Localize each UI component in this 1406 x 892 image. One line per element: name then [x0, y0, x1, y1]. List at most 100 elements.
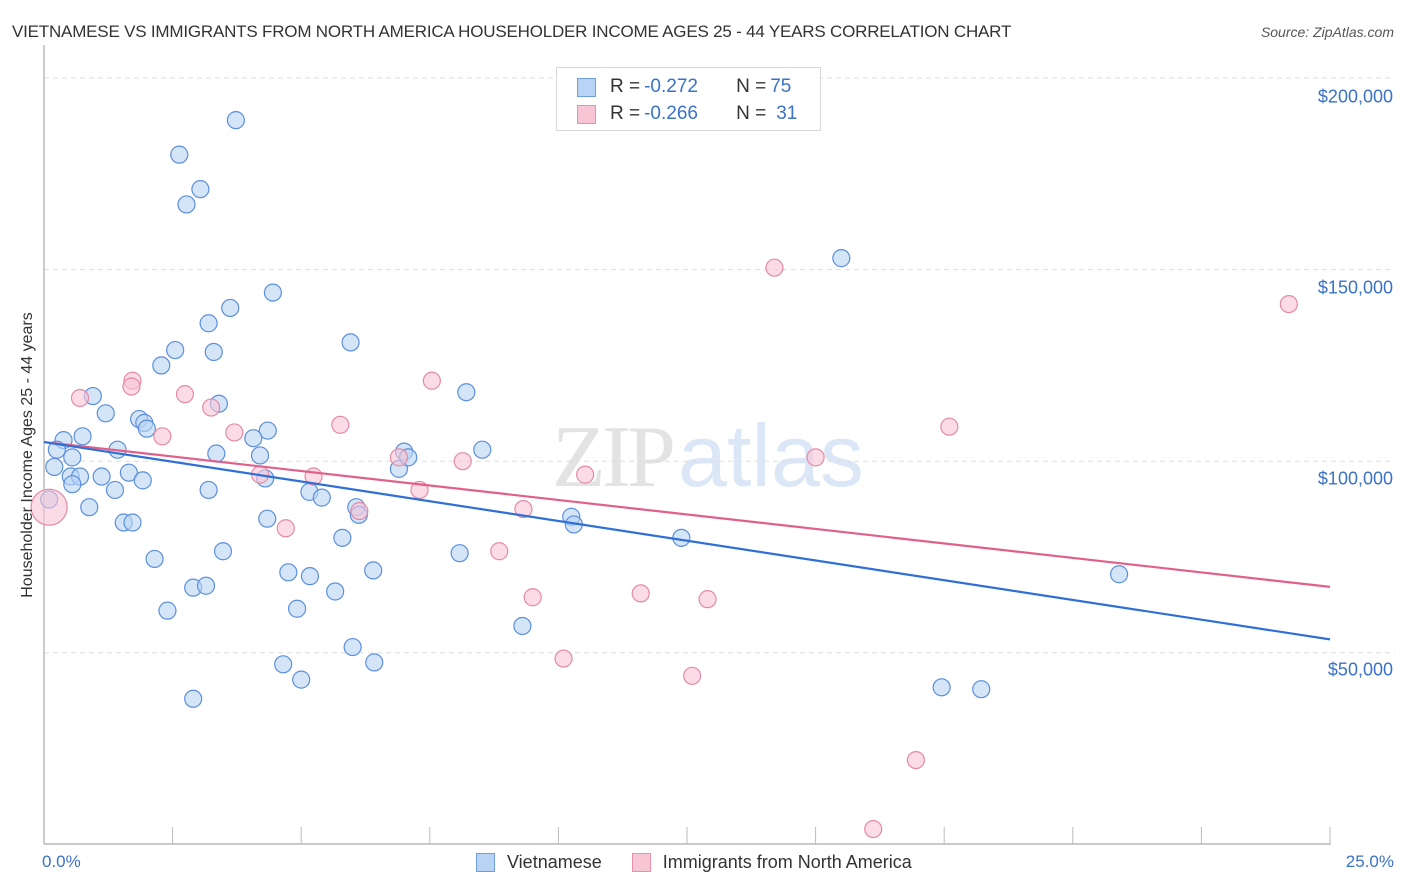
data-point [364, 561, 383, 580]
correlation-legend: R = -0.272 N = 75 R = -0.266 N = 31 [556, 67, 821, 131]
data-point [30, 488, 68, 526]
data-point [576, 465, 595, 484]
immigrants-swatch-icon [631, 853, 651, 872]
n-label: N = [736, 76, 767, 97]
data-point [177, 195, 196, 214]
source-label: Source: ZipAtlas.com [1260, 24, 1394, 40]
data-point [331, 415, 350, 434]
chart-title: VIETNAMESE VS IMMIGRANTS FROM NORTH AMER… [12, 22, 1012, 41]
series-legend: Vietnamese Immigrants from North America [476, 852, 942, 873]
data-point [453, 452, 472, 471]
data-point [365, 653, 384, 672]
data-point [1279, 294, 1298, 314]
x-tick-min: 0.0% [42, 852, 81, 871]
data-point [326, 582, 345, 601]
axes [43, 45, 1331, 845]
data-point [213, 542, 233, 561]
data-point [1109, 565, 1129, 584]
data-point [389, 448, 409, 467]
data-point [279, 563, 298, 582]
data-point [554, 649, 573, 668]
data-point [199, 314, 218, 333]
data-point [940, 417, 959, 436]
y-tick-200000: $200,000 [1317, 86, 1393, 107]
x-tick-max: 25.0% [1345, 852, 1394, 871]
data-point [202, 398, 221, 417]
data-point [698, 590, 717, 609]
series-immigrants-points [30, 258, 1298, 839]
data-point [765, 258, 784, 277]
data-point [631, 584, 650, 603]
data-point [158, 601, 177, 620]
data-point [300, 567, 320, 586]
r-label: R = [610, 103, 641, 124]
data-point [207, 444, 226, 463]
data-point [92, 467, 111, 486]
data-point [514, 500, 533, 519]
y-tick-150000: $150,000 [1317, 277, 1393, 298]
trend-line-immigrants [43, 440, 1331, 588]
data-point [292, 670, 311, 689]
data-point [258, 421, 277, 440]
data-point [274, 655, 293, 674]
trend-line-vietnamese [43, 440, 1331, 641]
n-value: 31 [776, 103, 798, 124]
data-point [73, 427, 92, 446]
r-label: R = [610, 76, 641, 97]
data-point [523, 588, 542, 607]
data-point [287, 599, 307, 618]
data-point [199, 480, 218, 500]
r-value: -0.272 [644, 76, 698, 97]
data-point [276, 519, 295, 538]
legend-row-vietnamese: R = -0.272 N = 75 [577, 76, 791, 98]
data-point [96, 404, 115, 423]
y-tick-50000: $50,000 [1327, 659, 1393, 680]
data-point [63, 475, 82, 494]
n-value: 75 [770, 76, 792, 97]
data-point [63, 448, 82, 467]
data-point [341, 333, 360, 352]
immigrants-swatch-icon [577, 104, 596, 124]
data-point [350, 501, 369, 521]
data-point [191, 180, 210, 199]
vietnamese-swatch-icon [476, 853, 495, 872]
data-point [196, 576, 216, 595]
data-point [343, 637, 362, 657]
data-point [152, 356, 171, 375]
r-value: -0.266 [644, 103, 698, 124]
vietnamese-swatch-icon [577, 77, 596, 97]
legend-label: Immigrants from North America [662, 852, 912, 872]
data-point [123, 513, 142, 532]
data-point [450, 544, 469, 563]
data-point [226, 111, 245, 130]
y-axis-label: Householder Income Ages 25 - 44 years [19, 312, 36, 598]
legend-row-immigrants: R = -0.266 N = 31 [577, 103, 797, 125]
data-point [204, 342, 223, 362]
data-point [457, 383, 476, 402]
data-point [972, 680, 991, 699]
data-point [422, 371, 441, 390]
y-tick-100000: $100,000 [1317, 468, 1393, 489]
data-point [166, 340, 185, 360]
data-point [683, 666, 702, 685]
data-point [473, 440, 492, 459]
data-point [122, 377, 141, 396]
data-point [225, 423, 244, 442]
data-point [906, 750, 926, 770]
data-point [221, 298, 240, 318]
data-point [832, 249, 851, 268]
data-point [263, 283, 283, 302]
legend-item-immigrants[interactable]: Immigrants from North America [631, 852, 912, 873]
legend-item-vietnamese[interactable]: Vietnamese [476, 852, 602, 873]
data-point [119, 463, 138, 482]
data-point [175, 385, 195, 404]
data-point [133, 471, 152, 490]
data-point [250, 446, 270, 465]
data-point [258, 509, 277, 528]
data-point [932, 678, 951, 697]
data-point [333, 528, 352, 547]
data-point [312, 488, 331, 507]
data-point [70, 388, 90, 408]
data-point [137, 419, 156, 438]
